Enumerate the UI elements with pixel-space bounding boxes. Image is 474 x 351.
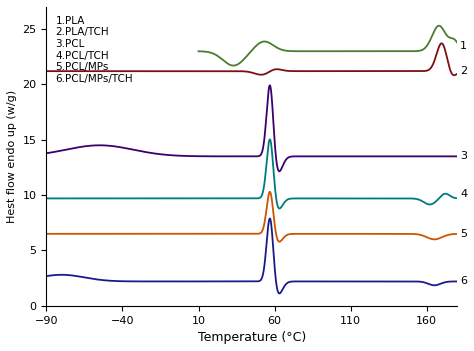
Text: 5.PCL/MPs: 5.PCL/MPs [55,62,109,72]
Y-axis label: Hest flow endo up (w/g): Hest flow endo up (w/g) [7,90,17,223]
Text: 3.PCL: 3.PCL [55,39,85,49]
Text: 2: 2 [460,66,467,76]
Text: 3: 3 [460,151,467,161]
Text: 1: 1 [460,41,467,51]
Text: 4.PCL/TCH: 4.PCL/TCH [55,51,109,61]
Text: 2.PLA/TCH: 2.PLA/TCH [55,27,109,38]
Text: 6: 6 [460,277,467,286]
Text: 5: 5 [460,229,467,239]
X-axis label: Temperature (°C): Temperature (°C) [198,331,306,344]
Text: 6.PCL/MPs/TCH: 6.PCL/MPs/TCH [55,74,133,84]
Text: 1.PLA: 1.PLA [55,16,85,26]
Text: 4: 4 [460,189,467,199]
